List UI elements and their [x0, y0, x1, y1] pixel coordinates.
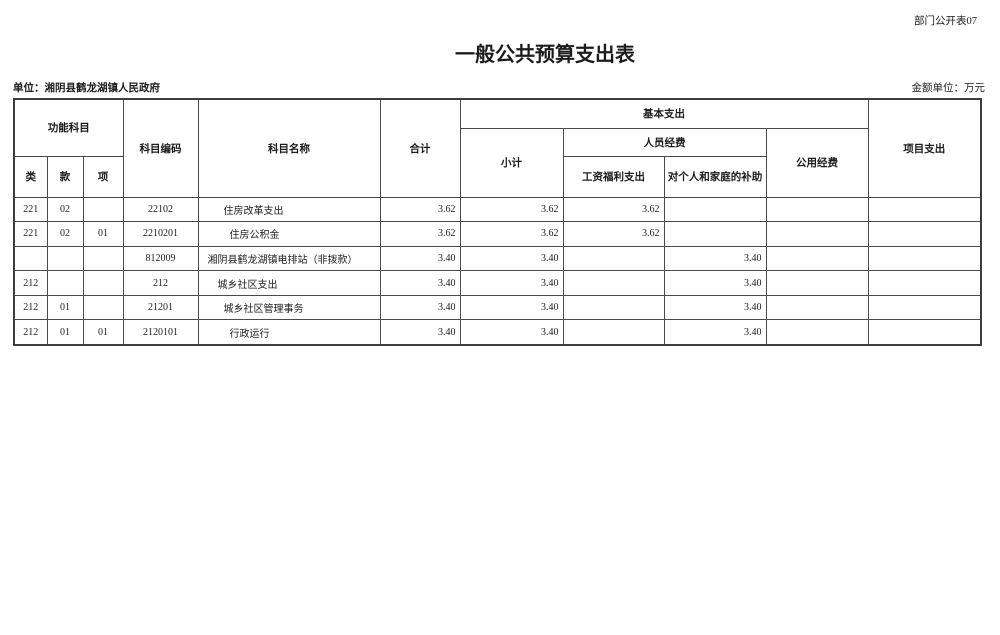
cell-section: 02	[46, 196, 84, 223]
table-row: 212 01 01 2120101 行政运行 3.40 3.40 3.40	[13, 319, 982, 346]
cell-subtotal: 3.40	[459, 245, 564, 272]
cell-total: 3.40	[379, 319, 461, 346]
cell-total: 3.40	[379, 294, 461, 321]
cell-total: 3.62	[379, 196, 461, 223]
cell-name: 住房改革支出	[197, 196, 381, 223]
header-basic-expenditure: 基本支出	[459, 98, 869, 129]
cell-wage	[562, 294, 665, 321]
cell-subsidy: 3.40	[663, 270, 767, 296]
cell-item: 01	[82, 319, 124, 346]
cell-code: 22102	[122, 196, 199, 223]
cell-subsidy: 3.40	[663, 319, 767, 346]
cell-item	[82, 196, 124, 223]
cell-public	[765, 196, 869, 223]
header-subject-code: 科目编码	[122, 98, 199, 198]
header-personnel-funds: 人员经费	[562, 127, 767, 157]
cell-class: 212	[13, 294, 48, 321]
cell-code: 2210201	[122, 221, 199, 247]
header-subtotal: 小计	[459, 127, 564, 198]
cell-section	[46, 270, 84, 296]
header-func-category: 功能科目	[13, 98, 124, 157]
page-title: 一般公共预算支出表	[455, 44, 635, 66]
cell-subtotal: 3.40	[459, 270, 564, 296]
cell-item	[82, 270, 124, 296]
header-subject-name: 科目名称	[197, 98, 381, 198]
cell-project	[867, 245, 982, 272]
cell-item	[82, 245, 124, 272]
unit-label: 单位：湘阴县鹤龙湖镇人民政府	[13, 83, 160, 94]
cell-subsidy	[663, 196, 767, 223]
cell-section	[46, 245, 84, 272]
cell-project	[867, 196, 982, 223]
cell-class	[13, 245, 48, 272]
header-wage-welfare: 工资福利支出	[562, 155, 665, 198]
amount-unit-label: 金额单位：万元	[911, 83, 986, 94]
cell-code: 2120101	[122, 319, 199, 346]
cell-project	[867, 319, 982, 346]
header-section: 款	[46, 155, 84, 198]
cell-wage	[562, 245, 665, 272]
cell-wage	[562, 270, 665, 296]
cell-subtotal: 3.40	[459, 319, 564, 346]
cell-public	[765, 319, 869, 346]
cell-total: 3.40	[379, 270, 461, 296]
cell-code: 21201	[122, 294, 199, 321]
cell-name: 行政运行	[197, 319, 381, 346]
header-public-funds: 公用经费	[765, 127, 869, 198]
header-row-1: 功能科目 科目编码 科目名称 合计 基本支出 项目支出	[13, 98, 982, 198]
header-subsidy: 对个人和家庭的补助	[663, 155, 767, 198]
header-row-2: 小计 人员经费 公用经费	[14, 127, 981, 198]
cell-total: 3.40	[379, 245, 461, 272]
cell-name: 湘阴县鹤龙湖镇电排站（非拨款）	[197, 245, 381, 272]
cell-section: 01	[46, 294, 84, 321]
cell-class: 221	[13, 196, 48, 223]
cell-subsidy	[663, 221, 767, 247]
cell-class: 221	[13, 221, 48, 247]
header-project-expenditure: 项目支出	[867, 98, 982, 198]
table-row: 221 02 01 2210201 住房公积金 3.62 3.62 3.62	[13, 221, 982, 247]
table-row: 212 212 城乡社区支出 3.40 3.40 3.40	[13, 270, 982, 296]
cell-public	[765, 270, 869, 296]
budget-table: 功能科目 科目编码 科目名称 合计 基本支出 项目支出 小计 人员经费 公用经费…	[13, 98, 982, 346]
header-class: 类	[13, 155, 48, 198]
header-item: 项	[82, 155, 124, 198]
cell-public	[765, 245, 869, 272]
cell-name: 住房公积金	[197, 221, 381, 247]
cell-name: 城乡社区支出	[197, 270, 381, 296]
header-total: 合计	[379, 98, 461, 198]
cell-total: 3.62	[379, 221, 461, 247]
cell-subsidy: 3.40	[663, 245, 767, 272]
cell-wage: 3.62	[562, 221, 665, 247]
cell-subsidy: 3.40	[663, 294, 767, 321]
table-row: 221 02 22102 住房改革支出 3.62 3.62 3.62	[13, 196, 982, 223]
cell-subtotal: 3.62	[459, 196, 564, 223]
cell-code: 212	[122, 270, 199, 296]
cell-wage	[562, 319, 665, 346]
cell-public	[765, 294, 869, 321]
cell-item: 01	[82, 221, 124, 247]
doc-number-label: 部门公开表07	[914, 16, 977, 27]
cell-project	[867, 221, 982, 247]
cell-class: 212	[13, 319, 48, 346]
meta-row: 单位：湘阴县鹤龙湖镇人民政府 金额单位：万元	[13, 80, 985, 95]
cell-section: 02	[46, 221, 84, 247]
cell-public	[765, 221, 869, 247]
cell-class: 212	[13, 270, 48, 296]
cell-code: 812009	[122, 245, 199, 272]
cell-project	[867, 294, 982, 321]
cell-item	[82, 294, 124, 321]
table-row: 812009 湘阴县鹤龙湖镇电排站（非拨款） 3.40 3.40 3.40	[13, 245, 982, 272]
cell-subtotal: 3.62	[459, 221, 564, 247]
cell-name: 城乡社区管理事务	[197, 294, 381, 321]
cell-project	[867, 270, 982, 296]
cell-wage: 3.62	[562, 196, 665, 223]
cell-subtotal: 3.40	[459, 294, 564, 321]
cell-section: 01	[46, 319, 84, 346]
header-row-3: 类 款 项 工资福利支出 对个人和家庭的补助	[13, 155, 981, 198]
table-row: 212 01 21201 城乡社区管理事务 3.40 3.40 3.40	[13, 294, 982, 321]
